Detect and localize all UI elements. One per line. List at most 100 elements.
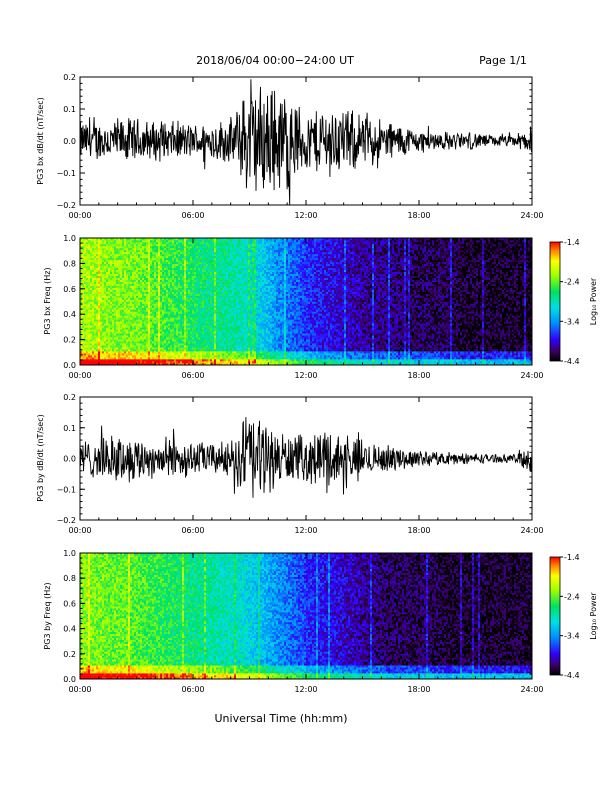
heatmap-cell (190, 261, 193, 265)
heatmap-cell (184, 323, 187, 326)
heatmap-cell (180, 261, 183, 265)
heatmap-cell (132, 253, 135, 257)
heatmap-cell (206, 267, 209, 271)
heatmap-cell (172, 331, 175, 334)
heatmap-cell (138, 309, 141, 312)
heatmap-cell (218, 291, 221, 294)
heatmap-cell (136, 327, 139, 330)
heatmap-cell (136, 265, 139, 269)
heatmap-cell (160, 289, 163, 292)
heatmap-cell (126, 327, 129, 330)
heatmap-cell (182, 238, 185, 241)
heatmap-cell (176, 303, 179, 306)
heatmap-cell (140, 311, 143, 314)
heatmap-cell (150, 341, 153, 344)
heatmap-cell (140, 293, 143, 296)
heatmap-cell (94, 319, 97, 322)
heatmap-cell (168, 239, 171, 243)
heatmap-cell (126, 238, 129, 241)
heatmap-cell (102, 325, 105, 328)
heatmap-cell (98, 241, 101, 245)
heatmap-cell (98, 239, 101, 243)
heatmap-cell (114, 363, 117, 366)
heatmap-cell (230, 349, 233, 352)
heatmap-cell (204, 333, 207, 336)
heatmap-cell (114, 261, 117, 265)
heatmap-cell (224, 345, 227, 348)
heatmap-cell (194, 273, 197, 276)
heatmap-cell (160, 267, 163, 271)
heatmap-cell (150, 329, 153, 332)
heatmap-cell (180, 361, 183, 364)
heatmap-cell (124, 347, 127, 350)
heatmap-cell (230, 343, 233, 346)
heatmap-cell (230, 339, 233, 342)
heatmap-cell (122, 335, 125, 338)
heatmap-cell (128, 247, 131, 251)
heatmap-cell (142, 325, 145, 328)
heatmap-cell (150, 239, 153, 243)
heatmap-cell (120, 315, 123, 318)
heatmap-cell (152, 343, 155, 346)
heatmap-cell (106, 287, 109, 290)
heatmap-cell (150, 293, 153, 296)
heatmap-cell (148, 353, 151, 356)
heatmap-cell (186, 275, 189, 278)
heatmap-cell (230, 291, 233, 294)
heatmap-cell (82, 363, 85, 366)
heatmap-cell (170, 261, 173, 265)
heatmap-cell (190, 309, 193, 312)
heatmap-cell (92, 305, 95, 308)
heatmap-cell (130, 295, 133, 298)
heatmap-cell (120, 307, 123, 310)
heatmap-cell (144, 253, 147, 257)
heatmap-cell (232, 343, 235, 346)
heatmap-cell (122, 273, 125, 276)
heatmap-cell (160, 275, 163, 278)
heatmap-cell (222, 321, 225, 324)
heatmap-cell (138, 267, 141, 271)
heatmap-cell (176, 363, 179, 366)
heatmap-cell (208, 331, 211, 334)
heatmap-cell (148, 247, 151, 251)
heatmap-cell (188, 337, 191, 340)
heatmap-cell (174, 341, 177, 344)
heatmap-cell (82, 283, 85, 286)
heatmap-cell (198, 323, 201, 326)
heatmap-cell (166, 271, 169, 275)
heatmap-cell (84, 253, 87, 257)
heatmap-cell (228, 355, 231, 358)
heatmap-cell (162, 253, 165, 257)
heatmap-cell (224, 279, 227, 282)
heatmap-cell (110, 247, 113, 251)
heatmap-cell (224, 301, 227, 304)
heatmap-cell (184, 339, 187, 342)
heatmap-cell (88, 273, 91, 276)
heatmap-cell (132, 323, 135, 326)
heatmap-cell (134, 271, 137, 275)
heatmap-cell (174, 255, 177, 259)
heatmap-cell (230, 319, 233, 322)
heatmap-cell (176, 249, 179, 253)
heatmap-cell (124, 273, 127, 276)
heatmap-cell (152, 313, 155, 316)
heatmap-cell (176, 291, 179, 294)
heatmap-cell (192, 245, 195, 249)
heatmap-cell (228, 243, 231, 247)
heatmap-cell (214, 295, 217, 298)
heatmap-cell (88, 267, 91, 271)
heatmap-cell (178, 321, 181, 324)
heatmap-cell (200, 293, 203, 296)
heatmap-cell (104, 293, 107, 296)
heatmap-cell (90, 353, 93, 356)
heatmap-cell (220, 273, 223, 276)
heatmap-cell (182, 275, 185, 278)
heatmap-cell (124, 307, 127, 310)
heatmap-cell (134, 299, 137, 302)
heatmap-cell (206, 359, 209, 362)
heatmap-cell (160, 315, 163, 318)
heatmap-cell (196, 269, 199, 273)
heatmap-cell (204, 335, 207, 338)
heatmap-cell (164, 357, 167, 360)
heatmap-cell (106, 245, 109, 249)
